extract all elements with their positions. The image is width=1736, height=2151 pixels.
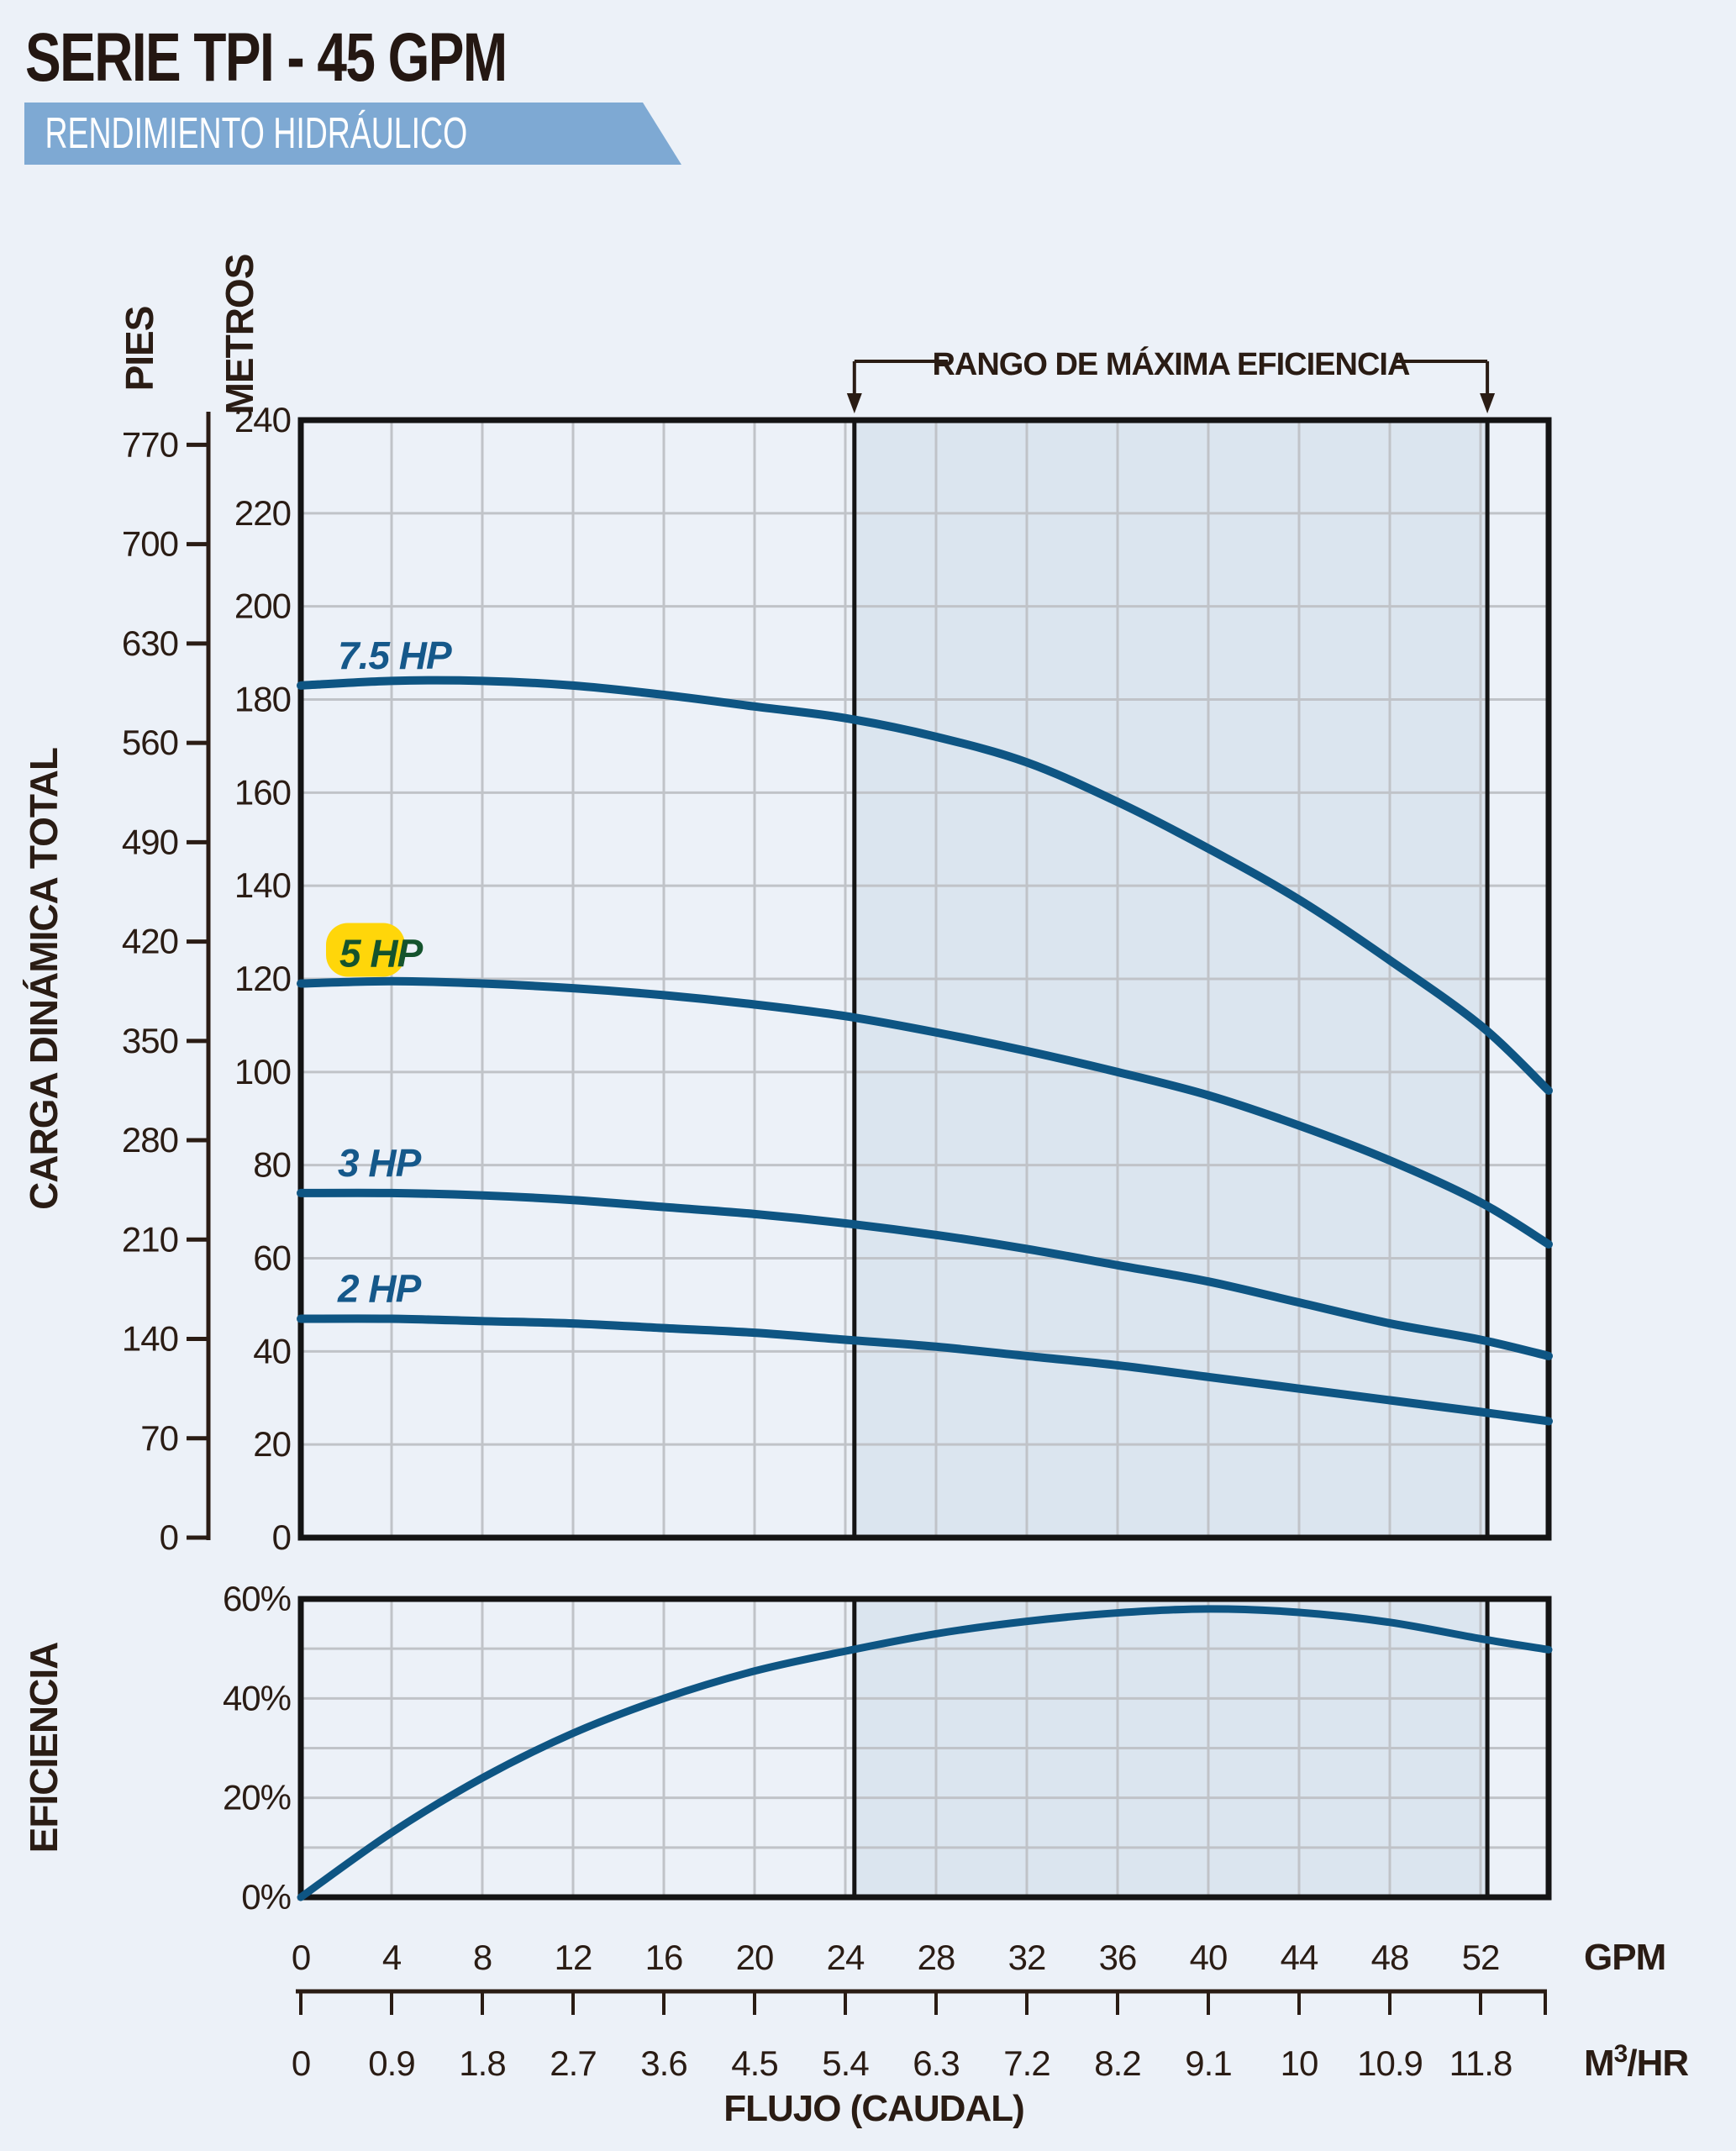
m3hr-tick-label: 7.2: [1003, 2043, 1049, 2083]
flow-axis-title: FLUJO (CAUDAL): [723, 2088, 1024, 2129]
efficiency-chart-border: [297, 1596, 1552, 1901]
metros-tick-label: 180: [234, 680, 291, 719]
gpm-tick-label: 4: [382, 1938, 402, 1977]
metros-tick-label: 60: [253, 1239, 291, 1278]
efficiency-tick-label: 40%: [223, 1678, 291, 1717]
efficiency-tick-label: 60%: [223, 1579, 291, 1618]
pies-tick-label: 140: [122, 1319, 178, 1359]
pies-tick-label: 350: [122, 1021, 178, 1060]
m3hr-tick-label: 4.5: [731, 2043, 777, 2083]
pies-axis-title: PIES: [118, 307, 161, 392]
metros-tick-label: 220: [234, 493, 291, 533]
section-banner-label: RENDIMIENTO HIDRÁULICO: [45, 109, 468, 158]
gpm-tick-label: 24: [827, 1938, 865, 1977]
gpm-tick-label: 36: [1099, 1938, 1137, 1977]
curve-label-7.5-hp: 7.5 HP: [338, 634, 452, 677]
metros-tick-label: 160: [234, 772, 291, 812]
gpm-tick-label: 16: [645, 1938, 683, 1977]
metros-tick-label: 240: [234, 400, 291, 439]
page-title: SERIE TPI - 45 GPM: [25, 19, 508, 96]
curve-label-5-hp: 5 HP: [339, 932, 423, 976]
curve-label-3-hp: 3 HP: [338, 1141, 422, 1185]
m3hr-tick-label: 3.6: [640, 2043, 687, 2083]
pies-tick-label: 280: [122, 1120, 178, 1160]
m3hr-tick-label: 10: [1281, 2043, 1318, 2083]
gpm-tick-label: 52: [1462, 1938, 1500, 1977]
m3hr-tick-label: 8.2: [1094, 2043, 1140, 2083]
pies-tick-label: 420: [122, 922, 178, 961]
metros-tick-label: 20: [253, 1424, 291, 1464]
hp-label-highlight: [326, 923, 405, 977]
gpm-tick-label: 12: [555, 1938, 592, 1977]
pies-tick-label: 700: [122, 524, 178, 564]
m3hr-tick-label: 1.8: [459, 2043, 505, 2083]
curve-efficiency: [297, 1605, 1553, 1901]
efficiency-tick-label: 20%: [223, 1778, 291, 1817]
metros-tick-label: 100: [234, 1052, 291, 1091]
pies-tick-label: 0: [160, 1517, 178, 1557]
eficiencia-label: EFICIENCIA: [22, 1643, 66, 1854]
max-efficiency-range-label: RANGO DE MÁXIMA EFICIENCIA: [932, 345, 1409, 382]
gpm-tick-label: 20: [736, 1938, 774, 1977]
pies-tick-label: 490: [122, 822, 178, 861]
gpm-tick-label: 48: [1371, 1938, 1409, 1977]
m3hr-tick-label: 6.3: [913, 2043, 959, 2083]
pies-tick-label: 770: [122, 424, 178, 464]
metros-tick-label: 80: [253, 1145, 291, 1185]
curve-2-hp: [297, 1314, 1553, 1426]
m3hr-tick-label: 9.1: [1185, 2043, 1231, 2083]
curve-5-hp: [297, 976, 1553, 1249]
m3hr-tick-label: 10.9: [1357, 2043, 1423, 2083]
pies-tick-label: 630: [122, 623, 178, 663]
efficiency-tick-label: 0%: [241, 1877, 291, 1917]
pies-tick-label: 70: [140, 1418, 178, 1458]
pies-tick-label: 210: [122, 1219, 178, 1259]
gpm-tick-label: 8: [473, 1938, 492, 1977]
m3hr-unit-label: M3/HR: [1584, 2040, 1688, 2084]
m3hr-tick-label: 2.7: [550, 2043, 596, 2083]
down-arrow-icon: [846, 393, 862, 413]
gpm-tick-label: 28: [918, 1938, 955, 1977]
max-efficiency-bracket: [846, 360, 1496, 413]
carga-dinamica-label: CARGA DINÁMICA TOTAL: [22, 748, 66, 1210]
down-arrow-icon: [1480, 393, 1496, 413]
curve-3-hp: [297, 1188, 1553, 1360]
metros-tick-label: 120: [234, 959, 291, 998]
gpm-tick-label: 40: [1190, 1938, 1228, 1977]
metros-tick-label: 200: [234, 586, 291, 626]
section-banner: RENDIMIENTO HIDRÁULICO: [24, 103, 681, 165]
m3hr-tick-label: 0.9: [368, 2043, 414, 2083]
m3hr-tick-label: 0: [292, 2043, 310, 2083]
main-chart-border: [297, 417, 1552, 1541]
gpm-tick-label: 32: [1008, 1938, 1046, 1977]
curve-7.5-hp: [297, 676, 1553, 1095]
metros-tick-label: 0: [272, 1517, 291, 1557]
m3hr-tick-label: 5.4: [822, 2043, 869, 2083]
metros-tick-label: 40: [253, 1331, 291, 1370]
gpm-unit-label: GPM: [1584, 1937, 1665, 1978]
gridlines: [301, 420, 1549, 1897]
curve-label-2-hp: 2 HP: [337, 1267, 422, 1311]
pies-tick-label: 560: [122, 723, 178, 762]
gpm-tick-label: 0: [292, 1938, 310, 1977]
metros-axis-title: METROS: [218, 255, 261, 415]
metros-tick-label: 140: [234, 865, 291, 905]
gpm-tick-label: 44: [1281, 1938, 1318, 1977]
m3hr-tick-label: 11.8: [1449, 2043, 1512, 2083]
